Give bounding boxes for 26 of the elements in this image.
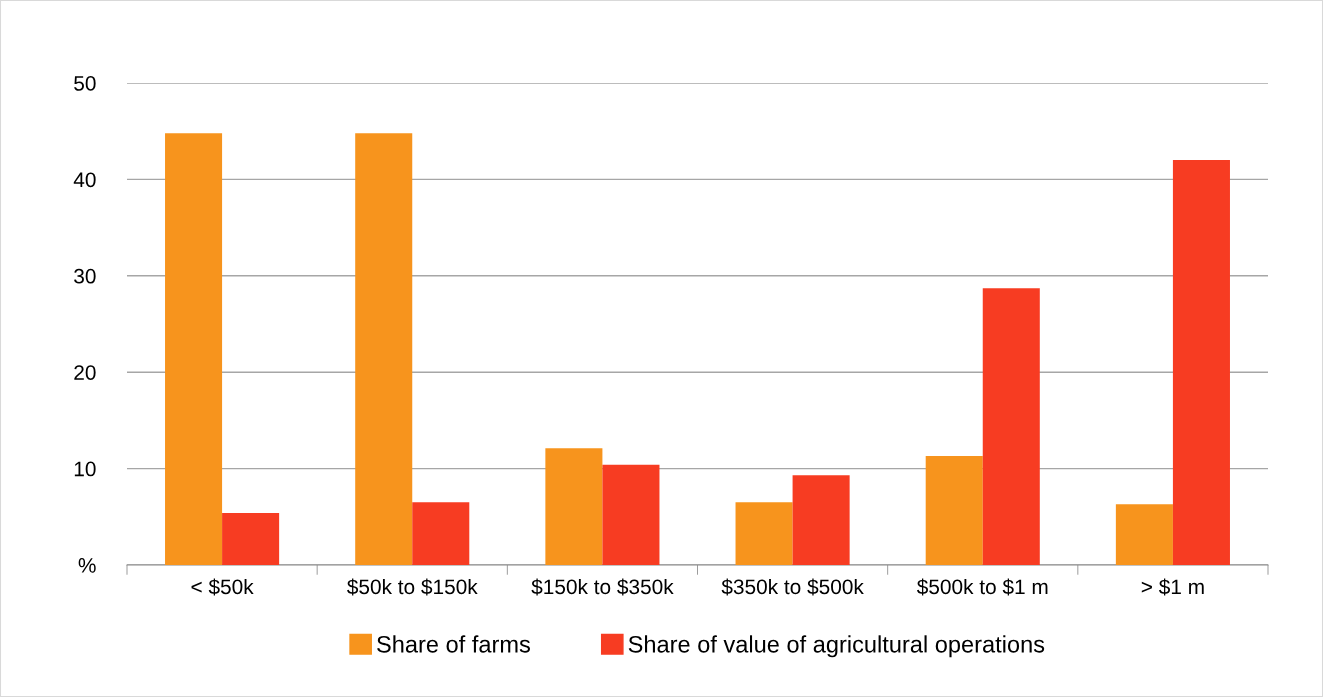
x-tick-label: $50k to $150k [347,578,478,596]
x-tick-label: > $1 m [1141,578,1204,596]
y-tick-label: 40 [73,172,96,188]
bar [982,288,1040,565]
y-tick-label: 50 [74,76,96,91]
bar [1115,504,1173,565]
bar [355,133,413,565]
y-tick-label: 10 [74,461,96,477]
x-tick-label: < $50k [191,578,254,596]
x-tick-label: $350k to $500k [721,578,864,596]
y-tick-label: % [78,558,96,573]
bar [165,133,223,565]
legend-label: Share of value of agricultural operations [628,635,1045,658]
bar [222,512,280,565]
bar [792,475,850,565]
bar [735,502,793,565]
bar [1172,160,1230,565]
y-tick-label: 20 [74,365,96,380]
legend-label: Share of farms [377,635,530,653]
x-tick-label: $150k to $350k [531,578,674,596]
y-tick-label: 30 [74,268,96,284]
bar [412,502,470,565]
bar [602,464,660,565]
bar [545,448,603,565]
x-tick-label: $500k to $1 m [916,578,1048,596]
bar [925,456,983,565]
